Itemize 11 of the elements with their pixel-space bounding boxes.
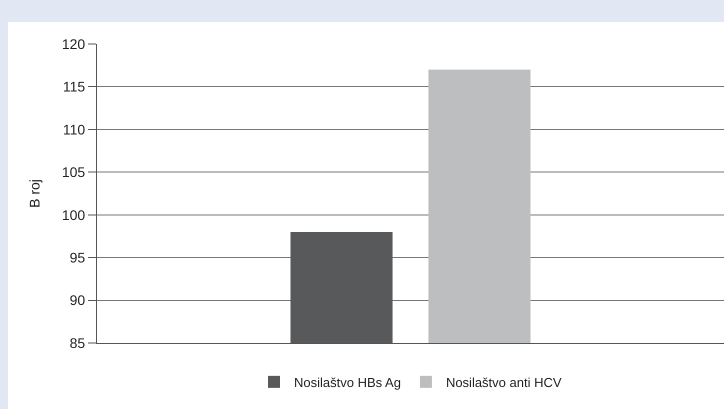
y-tick-label: 85 (70, 334, 86, 351)
y-tick-label: 105 (62, 164, 86, 180)
y-tick-label: 115 (62, 78, 86, 95)
y-tick-label: 100 (62, 206, 86, 223)
legend-label: Nosilaštvo anti HCV (446, 374, 562, 390)
y-axis-title: B roj (26, 179, 42, 208)
y-tick-label: 110 (62, 121, 86, 138)
y-tick-label: 90 (70, 292, 86, 308)
legend-label: Nosilaštvo HBs Ag (294, 374, 401, 390)
y-tick-label: 120 (62, 36, 86, 52)
y-tick-label: 95 (70, 249, 86, 266)
